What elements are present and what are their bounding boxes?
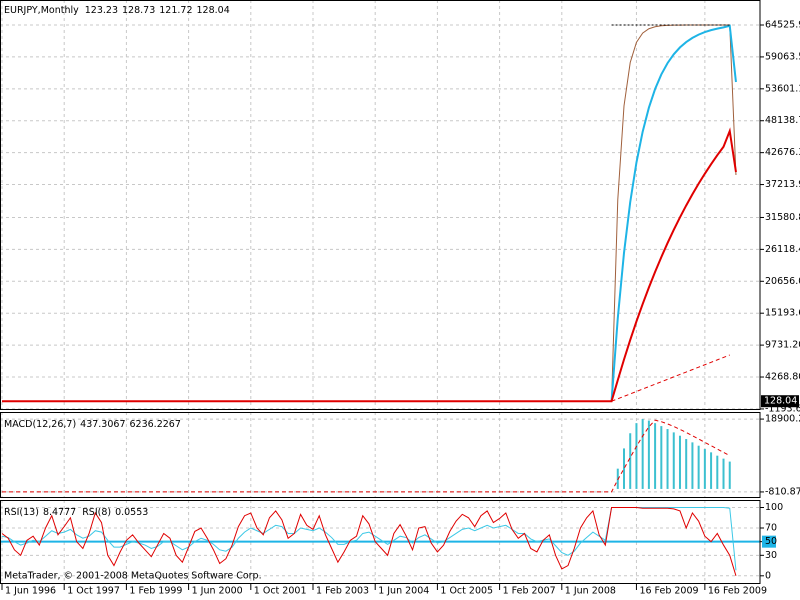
rsi-name: RSI(13) — [4, 507, 39, 518]
x-tick-label: 1 Jun 2004 — [378, 586, 429, 597]
price-marker-label: 128.04 — [764, 396, 797, 407]
high: 128.73 — [122, 5, 155, 16]
histogram-bar — [623, 448, 625, 489]
panel-border — [0, 500, 761, 584]
open: 123.23 — [85, 5, 118, 16]
histogram-bar — [666, 429, 669, 489]
x-tick-label: 16 Feb 2009 — [708, 586, 767, 597]
y-tick-label: 26118.40 — [765, 244, 800, 255]
y-tick-label: -810.877 — [765, 486, 800, 497]
symbol: EURJPY,Monthly — [4, 5, 79, 16]
histogram-bar — [647, 420, 650, 489]
histogram-bar — [672, 432, 675, 489]
series-line — [610, 24, 737, 402]
y-tick-label: 37213.90 — [765, 179, 800, 190]
x-tick-label: 1 Jun 2000 — [192, 586, 243, 597]
histogram-bar — [629, 433, 632, 489]
x-tick-label: 1 Oct 1997 — [67, 586, 120, 597]
histogram-bar — [710, 452, 713, 489]
series-line — [1, 507, 737, 576]
macd-header: MACD(12,26,7) 437.3067 6236.2267 — [4, 419, 181, 430]
histogram-bar — [697, 445, 700, 489]
y-tick-label: 0 — [765, 570, 771, 581]
level-label-bg — [762, 535, 776, 548]
y-tick-label: 53601.10 — [765, 83, 800, 94]
x-tick-label: 1 Feb 2007 — [503, 586, 556, 597]
y-tick-label: -1193.60 — [765, 403, 800, 414]
y-tick-label: 70 — [765, 523, 777, 534]
y-tick-label: 64525.90 — [765, 19, 800, 30]
y-tick-label: 9731.20 — [765, 340, 800, 351]
macd-readout: 437.3067 — [80, 419, 125, 430]
x-tick-label: 1 Jun 2008 — [565, 586, 616, 597]
rsi-header: RSI(13) 8.4777 RSI(8) 0.0553 — [4, 507, 148, 518]
price-marker — [761, 395, 799, 408]
y-tick-label: 50 — [765, 536, 777, 547]
x-tick-label: 1 Feb 1999 — [129, 586, 182, 597]
macd-readout: 6236.2267 — [130, 419, 181, 430]
series-line — [611, 354, 730, 402]
series-line — [611, 24, 737, 402]
rsi-readout: 0.0553 — [115, 507, 148, 518]
histogram-bar — [678, 435, 681, 489]
y-tick-label: 20656.00 — [765, 276, 800, 287]
low: 121.72 — [159, 5, 192, 16]
histogram-bar — [703, 449, 706, 489]
histogram-bar — [728, 461, 731, 489]
x-tick-label: 1 Oct 2005 — [440, 586, 493, 597]
x-tick-label: 16 Feb 2009 — [639, 586, 698, 597]
x-tick-label: 1 Feb 2003 — [316, 586, 369, 597]
histogram-bar — [691, 442, 694, 489]
y-tick-label: 100 — [765, 502, 783, 513]
histogram-bar — [716, 455, 719, 489]
y-tick-label: 31580.80 — [765, 212, 800, 223]
y-tick-label: 30 — [765, 550, 777, 561]
y-tick-label: 15193.60 — [765, 308, 800, 319]
histogram-bar — [660, 426, 663, 489]
y-tick-label: 42676.30 — [765, 147, 800, 158]
macd-title: MACD(12,26,7) — [4, 419, 76, 430]
x-tick-label: 1 Jun 1996 — [5, 586, 56, 597]
histogram-bar — [635, 423, 638, 489]
series-line — [2, 127, 737, 403]
close: 128.04 — [197, 5, 230, 16]
header: EURJPY,Monthly 123.23 128.73 121.72 128.04 — [4, 5, 230, 16]
histogram-bar — [685, 439, 688, 489]
rsi-readout: 8.4777 — [43, 507, 76, 518]
rsi-name: RSI(8) — [82, 507, 111, 518]
copyright: MetaTrader, © 2001-2008 MetaQuotes Softw… — [4, 571, 262, 582]
panel-border — [0, 412, 761, 498]
histogram-bar — [654, 423, 657, 489]
series-line — [2, 419, 730, 493]
histogram-bar — [641, 419, 644, 489]
x-tick-label: 1 Oct 2001 — [254, 586, 307, 597]
panel-border — [0, 0, 761, 410]
histogram-bar — [722, 458, 725, 489]
y-tick-label: 48138.70 — [765, 115, 800, 126]
y-tick-label: 59063.50 — [765, 51, 800, 62]
y-tick-label: 4268.80 — [765, 372, 800, 383]
y-tick-label: 18900.25 — [765, 414, 800, 425]
